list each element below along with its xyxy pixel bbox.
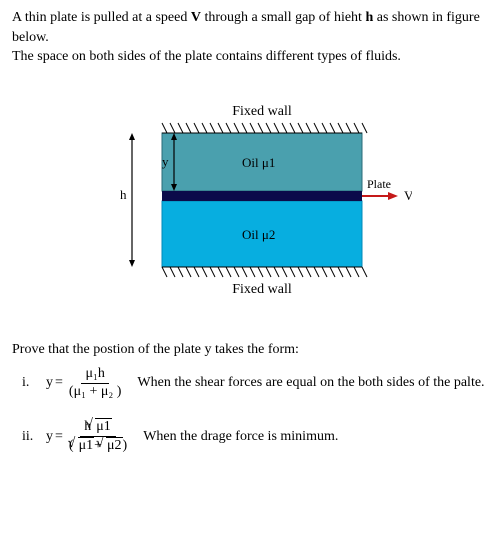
svg-text:Fixed wall: Fixed wall <box>232 104 292 119</box>
svg-text:Oil μ2: Oil μ2 <box>242 227 275 242</box>
num-i: μ₁h <box>81 366 108 384</box>
den-i: (μ₁ + μ₂ ) <box>65 384 126 401</box>
lhs-ii: y <box>46 429 53 445</box>
sqrt-num-inner-ii: μ1 <box>95 418 112 436</box>
equals-ii: = <box>55 429 63 445</box>
intro-part-c: through a small gap of hieht <box>201 10 365 25</box>
sqrt-den1-inner-ii: μ1 <box>78 437 95 455</box>
fraction-i: μ₁h (μ₁ + μ₂ ) <box>65 366 126 401</box>
svg-text:Plate: Plate <box>367 177 391 191</box>
proof-intro: Prove that the postion of the plate y ta… <box>12 342 491 358</box>
item-ii: ii. y = hμ1 (μ1+μ2) When the drage force… <box>12 418 491 455</box>
desc-i: When the shear forces are equal on the b… <box>137 375 491 391</box>
svg-text:y: y <box>162 154 169 169</box>
svg-text:V (m/s): V (m/s) <box>404 188 412 203</box>
roman-i: i. <box>12 375 46 391</box>
sqrt-den2-ii: μ2 <box>102 437 123 455</box>
svg-text:h: h <box>120 187 127 202</box>
roman-ii: ii. <box>12 429 46 445</box>
den-ii: (μ1+μ2) <box>65 437 131 455</box>
svg-text:Oil μ1: Oil μ1 <box>242 155 275 170</box>
desc-ii: When the drage force is minimum. <box>143 429 491 445</box>
item-i: i. y = μ₁h (μ₁ + μ₂ ) When the shear for… <box>12 366 491 401</box>
lhs-i: y <box>46 375 53 391</box>
formula-i: y = μ₁h (μ₁ + μ₂ ) <box>46 366 125 401</box>
sqrt-num-ii: μ1 <box>91 418 112 436</box>
formula-ii: y = hμ1 (μ1+μ2) <box>46 418 131 455</box>
intro-part-a: A thin plate is pulled at a speed <box>12 10 191 25</box>
equals-i: = <box>55 375 63 391</box>
fraction-ii: hμ1 (μ1+μ2) <box>65 418 131 455</box>
num-ii: hμ1 <box>80 418 116 437</box>
svg-text:Fixed wall: Fixed wall <box>232 282 292 297</box>
den-post-ii: ) <box>123 438 128 453</box>
intro-line2: The space on both sides of the plate con… <box>12 49 401 64</box>
intro-bold-v: V <box>191 10 201 25</box>
intro-text: A thin plate is pulled at a speed V thro… <box>12 8 491 67</box>
sqrt-den2-inner-ii: μ2 <box>106 437 123 455</box>
sqrt-den1-ii: μ1 <box>74 437 95 455</box>
diagram: Fixed wall Fixed wall Oil μ1 Oil μ2 y h Plate V… <box>92 91 412 301</box>
